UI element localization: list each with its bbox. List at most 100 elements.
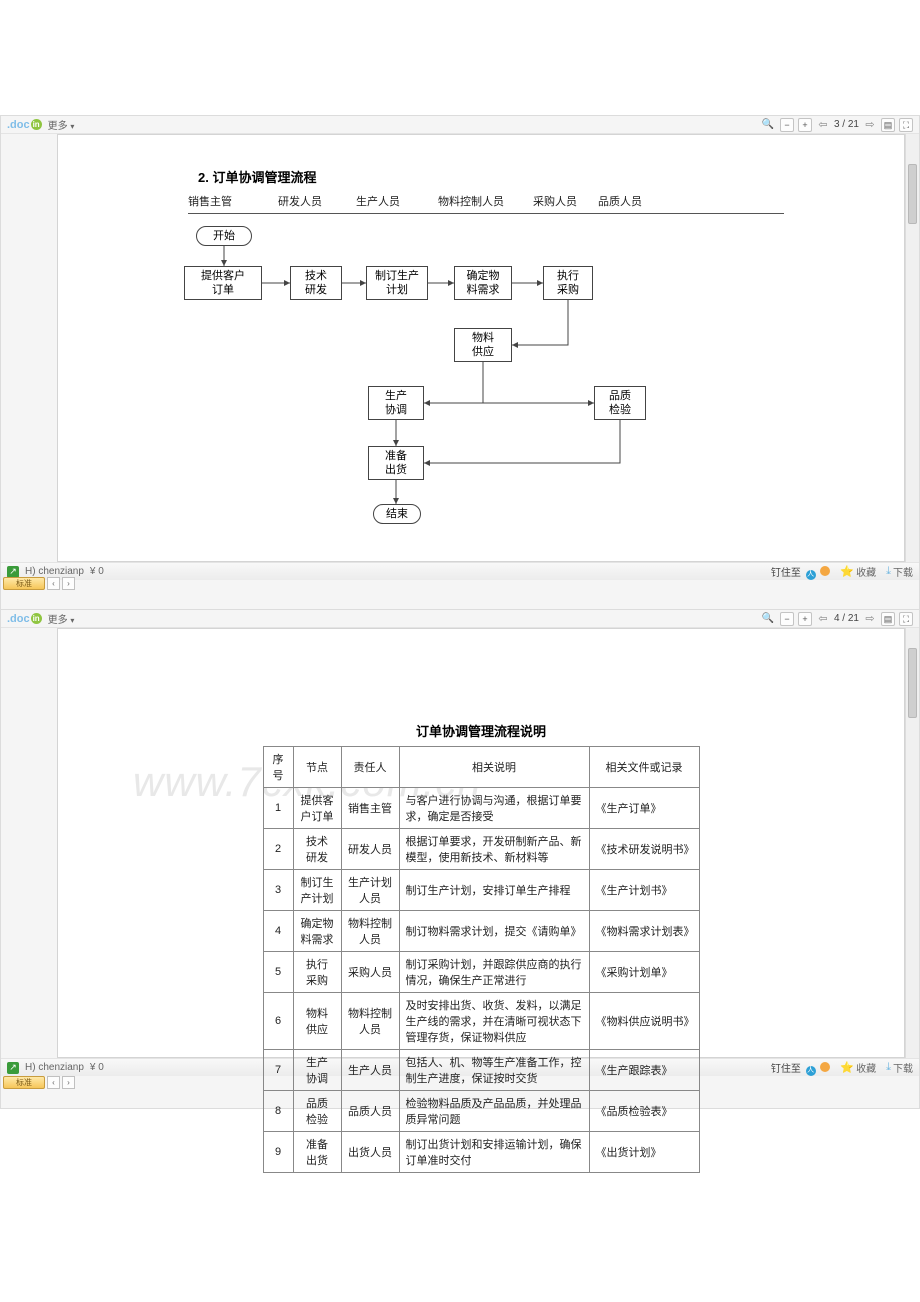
next-page-button[interactable]: ⇨ [863, 118, 877, 132]
slide-thumb[interactable]: 标准 [3, 577, 45, 590]
brand-badge: in [31, 119, 42, 130]
page-current: 3 [834, 119, 840, 130]
slide-strip: 标准 ‹ › [1, 1074, 75, 1090]
slide-thumb[interactable]: 标准 [3, 1076, 45, 1089]
caret-down-icon: ▾ [70, 616, 74, 625]
table-title: 订单协调管理流程说明 [58, 721, 904, 740]
table-row: 9准备出货出货人员制订出货计划和安排运输计划，确保订单准时交付《出货计划》 [263, 1132, 699, 1173]
table-cell: 5 [263, 952, 293, 993]
slide-next[interactable]: › [62, 1076, 75, 1089]
pin-link[interactable]: 钉住至 人 [771, 564, 831, 580]
viewer-page-2: .doc in 更多 ▾ 🔍 − + ⇦ 4 / 21 ⇨ ▤ ⛶ [0, 609, 920, 1109]
slide-prev[interactable]: ‹ [47, 577, 60, 590]
flow-node-end: 结束 [373, 504, 421, 524]
role-label: 研发人员 [278, 193, 356, 209]
zoom-out-button[interactable]: − [780, 612, 794, 626]
favorite-button[interactable]: ⭐ 收藏 [840, 1060, 876, 1075]
role-label: 物料控制人员 [438, 193, 533, 209]
table-cell: 生产计划人员 [341, 870, 399, 911]
table-cell: 6 [263, 993, 293, 1050]
pin-blue-icon: 人 [806, 1066, 816, 1076]
table-cell: 1 [263, 788, 293, 829]
table-cell: 确定物料需求 [293, 911, 341, 952]
download-button[interactable]: ⤓ 下载 [886, 564, 913, 579]
table-cell: 根据订单要求，开发研制新产品、新模型，使用新技术、新材料等 [399, 829, 589, 870]
table-cell: 4 [263, 911, 293, 952]
more-menu[interactable]: 更多 ▾ [48, 117, 75, 132]
download-icon: ⤓ [886, 1061, 891, 1074]
flow-node-n3: 制订生产计划 [366, 266, 428, 300]
brand-logo: .doc in [7, 613, 42, 625]
table-cell: 《出货计划》 [589, 1132, 699, 1173]
slide-next[interactable]: › [62, 577, 75, 590]
section-title: 2. 订单协调管理流程 [198, 167, 316, 186]
page-current: 4 [834, 613, 840, 624]
slide-prev[interactable]: ‹ [47, 1076, 60, 1089]
zoom-in-button[interactable]: + [798, 118, 812, 132]
scrollbar[interactable] [905, 628, 919, 1058]
favorite-button[interactable]: ⭐ 收藏 [840, 564, 876, 579]
table-row: 5执行采购采购人员制订采购计划，并跟踪供应商的执行情况，确保生产正常进行《采购计… [263, 952, 699, 993]
thumbs-button[interactable]: ▤ [881, 612, 895, 626]
table-cell: 《生产订单》 [589, 788, 699, 829]
table-cell: 与客户进行协调与沟通，根据订单要求，确定是否接受 [399, 788, 589, 829]
zoom-icon: 🔍 [762, 119, 774, 130]
flow-node-n1: 提供客户订单 [184, 266, 262, 300]
document-page: 2. 订单协调管理流程 销售主管研发人员生产人员物料控制人员采购人员品质人员 开… [57, 134, 905, 562]
slide-strip: 标准 ‹ › [1, 575, 75, 591]
table-cell: 物料控制人员 [341, 993, 399, 1050]
prev-page-button[interactable]: ⇦ [816, 612, 830, 626]
table-row: 7生产协调生产人员包括人、机、物等生产准备工作，控制生产进度，保证按时交货《生产… [263, 1050, 699, 1091]
table-cell: 物料控制人员 [341, 911, 399, 952]
fullscreen-button[interactable]: ⛶ [899, 118, 913, 132]
next-page-button[interactable]: ⇨ [863, 612, 877, 626]
zoom-out-button[interactable]: − [780, 118, 794, 132]
table-row: 3制订生产计划生产计划人员制订生产计划，安排订单生产排程《生产计划书》 [263, 870, 699, 911]
table-cell: 《采购计划单》 [589, 952, 699, 993]
page-indicator: 3 / 21 [834, 119, 859, 130]
scrollbar[interactable] [905, 134, 919, 562]
table-cell: 9 [263, 1132, 293, 1173]
pin-link[interactable]: 钉住至 人 [771, 1060, 831, 1076]
table-cell: 生产协调 [293, 1050, 341, 1091]
table-cell: 7 [263, 1050, 293, 1091]
table-cell: 《生产计划书》 [589, 870, 699, 911]
table-header: 相关说明 [399, 747, 589, 788]
topbar: .doc in 更多 ▾ 🔍 − + ⇦ 3 / 21 ⇨ ▤ ⛶ [1, 116, 919, 134]
table-cell: 3 [263, 870, 293, 911]
table-row: 2技术研发研发人员根据订单要求，开发研制新产品、新模型，使用新技术、新材料等《技… [263, 829, 699, 870]
thumbs-button[interactable]: ▤ [881, 118, 895, 132]
flow-node-n8: 品质检验 [594, 386, 646, 420]
table-cell: 2 [263, 829, 293, 870]
table-cell: 品质检验 [293, 1091, 341, 1132]
table-cell: 制订生产计划，安排订单生产排程 [399, 870, 589, 911]
role-label: 采购人员 [533, 193, 598, 209]
bottombar: ↗ H) chenzianp ¥ 0 钉住至 人 ⭐ 收藏 ⤓ 下载 [1, 562, 919, 580]
table-cell: 8 [263, 1091, 293, 1132]
table-cell: 生产人员 [341, 1050, 399, 1091]
share-icon[interactable]: ↗ [7, 1062, 19, 1074]
table-cell: 物料供应 [293, 993, 341, 1050]
table-cell: 《物料需求计划表》 [589, 911, 699, 952]
fullscreen-button[interactable]: ⛶ [899, 612, 913, 626]
table-cell: 及时安排出货、收货、发料，以满足生产线的需求，并在清晰可视状态下管理存货，保证物… [399, 993, 589, 1050]
price-label: ¥ 0 [90, 1062, 104, 1073]
role-label: 品质人员 [598, 193, 642, 209]
table-cell: 《品质检验表》 [589, 1091, 699, 1132]
flowchart: 开始提供客户订单技术研发制订生产计划确定物料需求执行采购物料供应生产协调品质检验… [178, 220, 698, 560]
table-cell: 制订生产计划 [293, 870, 341, 911]
table-cell: 制订物料需求计划，提交《请购单》 [399, 911, 589, 952]
table-header: 责任人 [341, 747, 399, 788]
table-row: 1提供客户订单销售主管与客户进行协调与沟通，根据订单要求，确定是否接受《生产订单… [263, 788, 699, 829]
prev-page-button[interactable]: ⇦ [816, 118, 830, 132]
table-row: 4确定物料需求物料控制人员制订物料需求计划，提交《请购单》《物料需求计划表》 [263, 911, 699, 952]
viewer-page-1: .doc in 更多 ▾ 🔍 − + ⇦ 3 / 21 ⇨ ▤ ⛶ [0, 115, 920, 610]
process-table: 序号节点责任人相关说明相关文件或记录 1提供客户订单销售主管与客户进行协调与沟通… [263, 746, 700, 1173]
download-button[interactable]: ⤓ 下载 [886, 1060, 913, 1075]
more-menu[interactable]: 更多 ▾ [48, 611, 75, 626]
scroll-thumb[interactable] [908, 648, 917, 718]
brand-logo: .doc in [7, 119, 42, 131]
zoom-in-button[interactable]: + [798, 612, 812, 626]
scroll-thumb[interactable] [908, 164, 917, 224]
table-cell: 出货人员 [341, 1132, 399, 1173]
